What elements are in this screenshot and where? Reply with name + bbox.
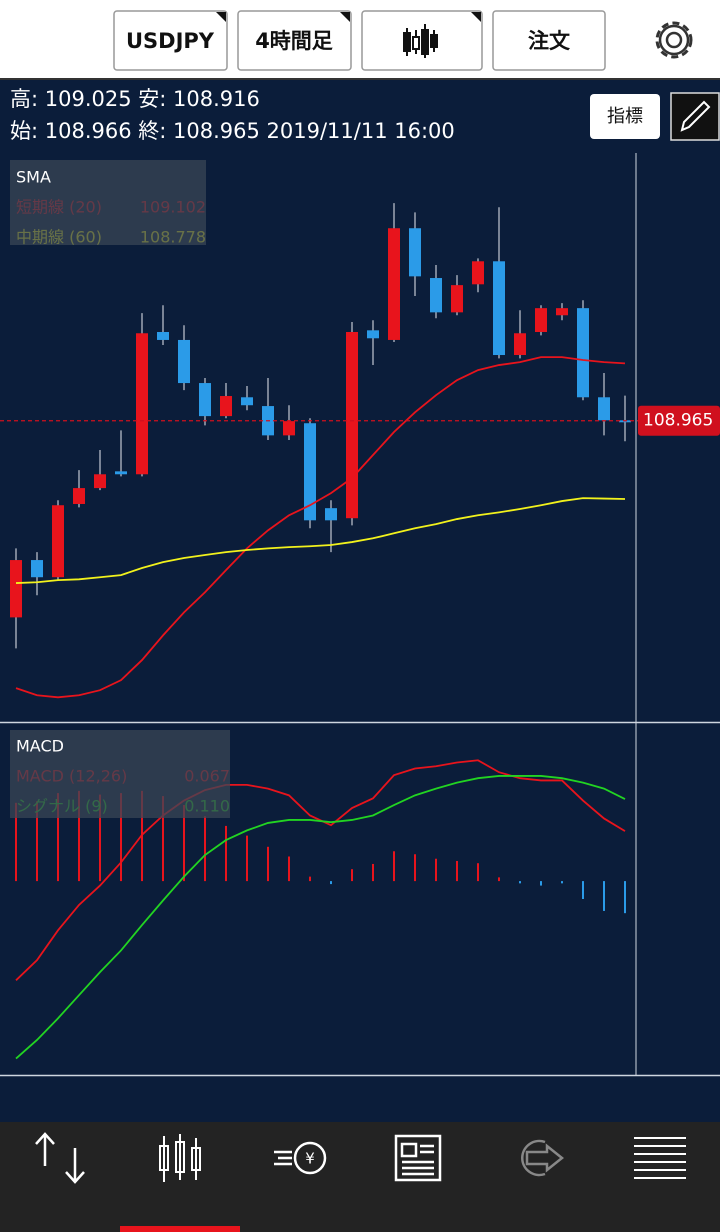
histogram-bar: [414, 854, 416, 882]
histogram-bar: [540, 881, 542, 886]
candle-body: [514, 333, 526, 356]
timeframe: 4時間足: [255, 29, 333, 53]
active-tab-indicator: [120, 1226, 240, 1232]
order: 注文: [528, 29, 570, 53]
settings-button[interactable]: [655, 21, 693, 59]
marks: [0, 203, 638, 1060]
sma-line: [15, 356, 626, 699]
histogram-bar: [78, 790, 80, 882]
chart-type-button[interactable]: [361, 10, 483, 71]
candle-body: [409, 228, 421, 277]
toolbar: [0, 0, 720, 79]
candle-body: [94, 474, 106, 489]
candle-body: [283, 421, 295, 436]
histogram-bar: [582, 881, 584, 899]
histogram-bar: [561, 881, 563, 884]
histogram-bar: [456, 860, 458, 882]
histogram-bar: [288, 856, 290, 882]
candle-body: [199, 383, 211, 417]
chart-area: [0, 153, 720, 1122]
candle-body: [325, 508, 337, 521]
histogram-bar: [372, 863, 374, 882]
candle-body: [157, 332, 169, 340]
histogram-bar: [204, 816, 206, 882]
macd-legend-title: MACD: [16, 737, 64, 756]
candle-body: [367, 330, 379, 339]
order-button[interactable]: 注文: [492, 10, 606, 71]
histogram-bar: [435, 858, 437, 882]
candle-body: [577, 308, 589, 398]
candle-body: [598, 397, 610, 421]
histogram-bar: [330, 881, 332, 885]
candle-body: [535, 308, 547, 333]
histogram-bar: [99, 794, 101, 882]
symbol: USDJPY: [126, 29, 215, 53]
histogram-bar: [15, 802, 17, 882]
candle-body: [115, 471, 127, 475]
histogram-bar: [225, 825, 227, 882]
timeframe-button[interactable]: 4時間足: [237, 10, 352, 71]
candle-body: [472, 261, 484, 285]
draw-button[interactable]: [670, 92, 720, 141]
info-line-1: 高: 109.025 安: 108.916: [10, 87, 260, 111]
last-price-label: 108.965: [643, 411, 713, 431]
candle-body: [31, 560, 43, 578]
candle-body: [493, 261, 505, 356]
bottom-nav: [0, 1122, 720, 1232]
sma-legend-box: [10, 160, 206, 245]
candle-body: [346, 332, 358, 519]
histogram-bar: [36, 801, 38, 882]
info-line-2: 始: 108.966 終: 108.965 2019/11/11 16:00: [10, 119, 455, 143]
histogram-bar: [57, 793, 59, 882]
candle-body: [388, 228, 400, 340]
histogram-bar: [309, 876, 311, 882]
candle-body: [52, 505, 64, 578]
histogram-bar: [162, 796, 164, 882]
histogram-bar: [183, 805, 185, 882]
histogram-bar: [246, 835, 248, 882]
histogram-bar: [267, 846, 269, 882]
indicator-label: 指標: [607, 106, 643, 127]
candle-body: [451, 285, 463, 313]
histogram-bar: [624, 881, 626, 914]
histogram-bar: [519, 881, 521, 884]
macd-line: [15, 775, 626, 1060]
candle-body: [556, 308, 568, 316]
last-price-box: [638, 405, 720, 436]
candle-body: [136, 333, 148, 475]
sma-legend-title: SMA: [16, 168, 51, 187]
indicator-button[interactable]: 指標: [590, 94, 660, 139]
histogram-bar: [498, 877, 500, 882]
histogram-bar: [477, 863, 479, 882]
candle-body: [241, 397, 253, 406]
histogram-bar: [393, 851, 395, 882]
histogram-bar: [603, 881, 605, 911]
candle-body: [430, 278, 442, 313]
candle-body: [73, 488, 85, 504]
histogram-bar: [351, 869, 353, 882]
symbol-button[interactable]: USDJPY: [113, 10, 228, 71]
candle-body: [220, 396, 232, 417]
candle-body: [10, 560, 22, 618]
sma-line: [15, 497, 626, 584]
svg-text:¥: ¥: [305, 1150, 315, 1168]
candle-body: [304, 423, 316, 521]
histogram-bar: [120, 793, 122, 882]
nav-icons: ¥: [35, 1132, 686, 1184]
candle-body: [178, 339, 190, 384]
macd-legend-box: [10, 730, 230, 818]
